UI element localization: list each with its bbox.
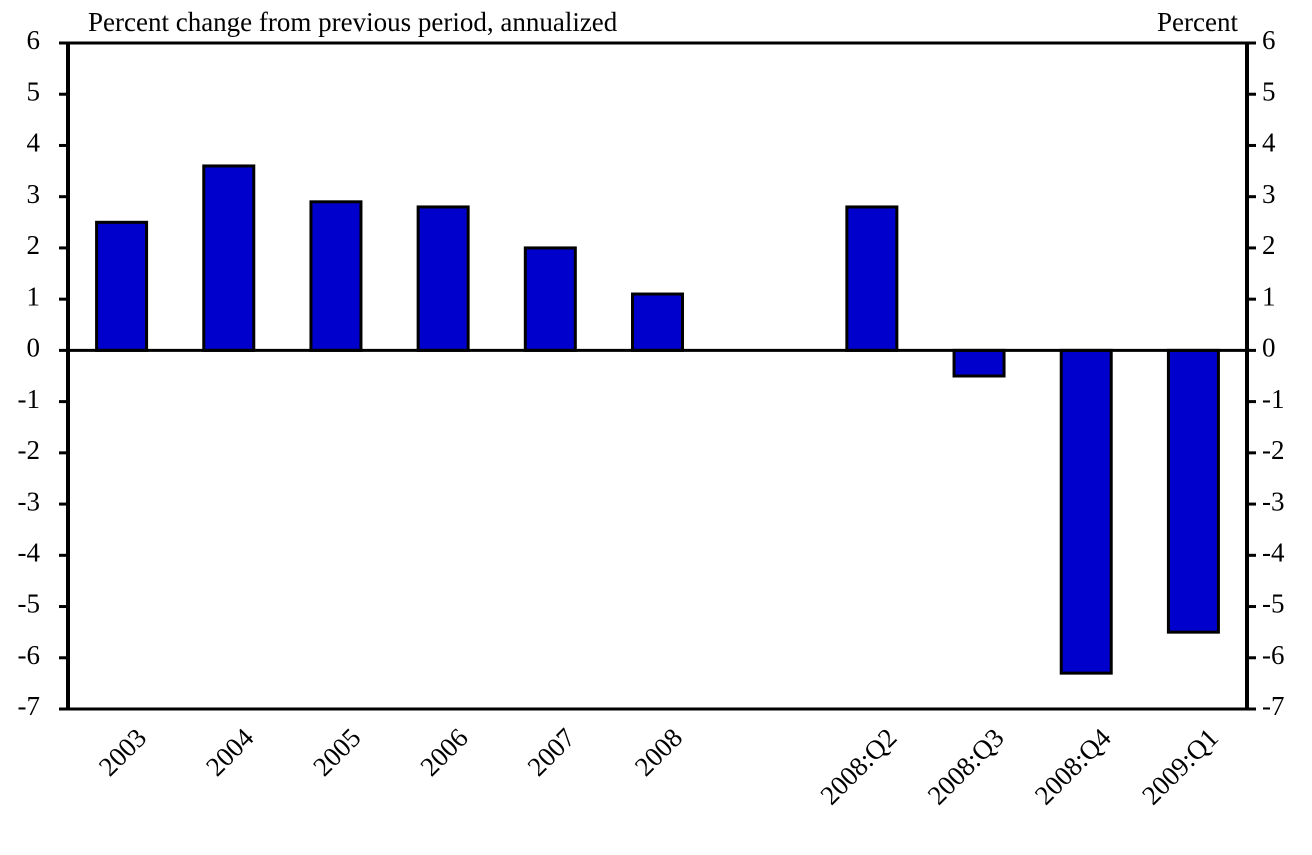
bar: [1059, 348, 1113, 675]
x-tick-label: 2003: [93, 722, 152, 781]
x-tick-label: 2005: [307, 722, 366, 781]
x-tick-label: 2009:Q1: [1136, 722, 1224, 810]
x-tick-label: 2008:Q3: [922, 722, 1010, 810]
bar: [202, 164, 256, 352]
y2-tick-label: -2: [1262, 435, 1285, 465]
y-tick-label: -5: [18, 589, 41, 619]
y2-tick-label: -3: [1262, 486, 1285, 516]
bar: [952, 348, 1006, 378]
x-tick-label: 2007: [522, 722, 581, 781]
bar: [95, 220, 149, 352]
y-tick-label: 6: [27, 25, 41, 55]
x-tick-label: 2004: [200, 722, 260, 782]
y2-tick-label: 5: [1262, 76, 1276, 106]
y2-tick-label: 6: [1262, 25, 1276, 55]
y2-tick-label: 0: [1262, 333, 1276, 363]
x-tick-label: 2008: [629, 722, 688, 781]
x-tick-label: 2008:Q2: [814, 722, 902, 810]
y-tick-label: 1: [27, 281, 41, 311]
y2-tick-label: -6: [1262, 640, 1285, 670]
chart-title: Percent change from previous period, ann…: [88, 7, 618, 37]
bar: [631, 292, 684, 352]
y2-tick-label: -5: [1262, 589, 1285, 619]
y-tick-label: 4: [27, 128, 41, 158]
bar: [523, 246, 577, 352]
bar: [416, 205, 470, 352]
y-tick-label: -1: [18, 384, 41, 414]
y-tick-label: 5: [27, 76, 41, 106]
y-tick-label: -7: [18, 691, 41, 721]
y2-tick-label: 3: [1262, 179, 1276, 209]
y2-tick-label: -4: [1262, 538, 1285, 568]
y2-tick-label: 2: [1262, 230, 1276, 260]
y-tick-label: 0: [27, 333, 41, 363]
y-tick-label: -4: [18, 538, 41, 568]
bar: [845, 205, 899, 352]
x-tick-label: 2006: [414, 722, 473, 781]
y-tick-label: -3: [18, 486, 41, 516]
y-tick-label: 3: [27, 179, 41, 209]
y2-axis-label: Percent: [1157, 7, 1238, 37]
y2-tick-label: 4: [1262, 128, 1276, 158]
y-tick-label: -2: [18, 435, 41, 465]
y-tick-label: 2: [27, 230, 41, 260]
bar: [309, 200, 363, 352]
y2-tick-label: -1: [1262, 384, 1285, 414]
x-tick-label: 2008:Q4: [1029, 722, 1117, 810]
y-tick-label: -6: [18, 640, 41, 670]
y2-tick-label: 1: [1262, 281, 1276, 311]
bar: [1166, 348, 1220, 634]
y2-tick-label: -7: [1262, 691, 1285, 721]
